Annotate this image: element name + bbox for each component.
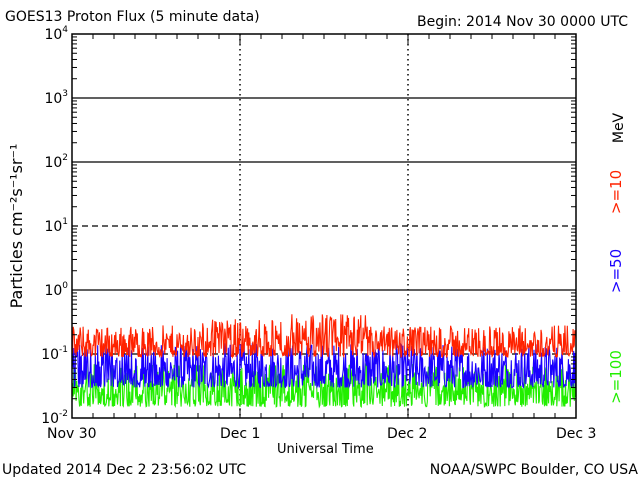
y-tick-exponent: 0: [62, 281, 68, 291]
y-tick-label: 104: [44, 25, 68, 43]
y-tick-label: 101: [44, 217, 68, 235]
y-tick-exponent: 3: [62, 89, 68, 99]
y-tick-base: 10: [44, 27, 62, 43]
series-layer: [71, 314, 577, 409]
x-axis-title: Universal Time: [277, 442, 374, 457]
source-label: NOAA/SWPC Boulder, CO USA: [429, 462, 638, 478]
y-tick-exponent: -1: [59, 345, 68, 355]
begin-label: Begin: 2014 Nov 30 0000 UTC: [417, 14, 628, 30]
series-line-ge100: [71, 362, 577, 409]
y-tick-base: 10: [41, 411, 59, 427]
legend-label: >=50: [607, 249, 625, 293]
y-tick-exponent: 2: [62, 153, 68, 163]
legend-unit-label: MeV: [611, 112, 627, 143]
y-tick-label: 100: [44, 281, 68, 299]
x-tick-label: Dec 2: [387, 426, 428, 442]
y-tick-label: 10-1: [41, 345, 68, 363]
y-tick-label: 102: [44, 153, 68, 171]
y-tick-label: 10-2: [41, 409, 68, 427]
x-tick-label: Dec 1: [220, 426, 261, 442]
plot-frame: [71, 33, 577, 419]
chart-title: GOES13 Proton Flux (5 minute data): [5, 9, 260, 25]
y-tick-base: 10: [44, 91, 62, 107]
y-tick-exponent: 1: [62, 217, 68, 227]
y-tick-base: 10: [44, 283, 62, 299]
y-tick-base: 10: [44, 155, 62, 171]
series-line-ge10: [71, 314, 577, 360]
legend: >=10 >=50 >=100 MeV: [607, 112, 627, 403]
y-tick-exponent: 4: [62, 25, 68, 35]
legend-label: >=10: [607, 170, 625, 214]
y-tick-base: 10: [41, 347, 59, 363]
y-tick-label: 103: [44, 89, 68, 107]
y-axis-title: Particles cm⁻²s⁻¹sr⁻¹: [7, 144, 26, 309]
x-tick-label: Nov 30: [47, 426, 97, 442]
x-tick-label: Dec 3: [556, 426, 597, 442]
series-line-ge50: [71, 342, 577, 390]
updated-label: Updated 2014 Dec 2 23:56:02 UTC: [2, 462, 247, 478]
legend-label: >=100: [607, 350, 625, 404]
y-tick-base: 10: [44, 219, 62, 235]
y-tick-exponent: -2: [59, 409, 68, 419]
